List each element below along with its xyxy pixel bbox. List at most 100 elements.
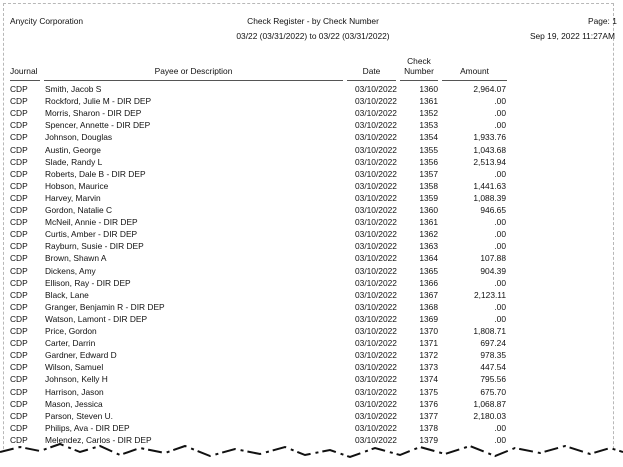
amount-cell: .00 — [494, 301, 506, 312]
journal-cell: CDP — [10, 362, 28, 373]
header-rule — [400, 80, 438, 81]
journal-cell: CDP — [10, 217, 28, 228]
check-number-cell: 1379 — [419, 434, 438, 445]
column-header: Journal — [10, 66, 38, 76]
payee-cell: Gordon, Natalie C — [45, 205, 113, 215]
date-cell: 03/10/2022 — [355, 277, 397, 288]
journal-cell: CDP — [10, 96, 28, 107]
check-number-cell: 1360 — [419, 205, 438, 215]
journal-cell: CDP — [10, 301, 28, 312]
date-cell: 03/10/2022 — [355, 350, 397, 361]
date-cell: 03/10/2022 — [355, 253, 397, 264]
date-cell: 03/10/2022 — [355, 265, 397, 276]
amount-cell: .00 — [494, 229, 506, 240]
payee-cell: Melendez, Carlos - DIR DEP — [45, 434, 152, 445]
journal-cell: CDP — [10, 422, 28, 433]
payee-cell: Rockford, Julie M - DIR DEP — [45, 96, 152, 107]
date-cell: 03/10/2022 — [355, 289, 397, 300]
amount-cell: 2,180.03 — [473, 410, 506, 421]
amount-cell: .00 — [494, 277, 506, 288]
check-number-cell: 1355 — [419, 144, 438, 155]
check-number-cell: 1371 — [419, 338, 438, 349]
date-cell: 03/10/2022 — [355, 422, 397, 433]
date-cell: 03/10/2022 — [355, 217, 397, 228]
check-number-cell: 1367 — [419, 289, 438, 300]
journal-cell: CDP — [10, 398, 28, 409]
check-number-cell: 1365 — [419, 265, 438, 276]
journal-cell: CDP — [10, 180, 28, 191]
amount-cell: 107.88 — [480, 253, 506, 264]
payee-cell: Brown, Shawn A — [45, 253, 107, 264]
check-number-cell: 1378 — [419, 422, 438, 433]
page-number: Page: 1 — [588, 16, 617, 26]
payee-cell: Watson, Lamont - DIR DEP — [45, 313, 148, 324]
check-number-cell: 1366 — [419, 277, 438, 288]
payee-cell: Smith, Jacob S — [45, 84, 102, 94]
journal-cell: CDP — [10, 350, 28, 361]
journal-cell: CDP — [10, 265, 28, 276]
check-number-cell: 1363 — [419, 241, 438, 252]
column-header: Check Number — [404, 56, 434, 76]
check-number-cell: 1377 — [419, 410, 438, 421]
journal-cell: CDP — [10, 326, 28, 336]
date-cell: 03/10/2022 — [355, 120, 397, 131]
amount-cell: 2,123.11 — [474, 289, 506, 300]
column-header: Payee or Description — [154, 66, 233, 76]
amount-cell: 1,441.63 — [473, 180, 506, 191]
check-number-cell: 1352 — [419, 108, 438, 119]
check-number-cell: 1373 — [419, 362, 438, 373]
column-header: Date — [362, 66, 381, 76]
timestamp: Sep 19, 2022 11:27AM — [529, 31, 615, 41]
journal-cell: CDP — [10, 277, 28, 288]
payee-cell: Ellison, Ray - DIR DEP — [45, 277, 131, 288]
payee-cell: Johnson, Douglas — [45, 132, 113, 143]
check-number-cell: 1375 — [419, 386, 438, 397]
check-number-cell: 1368 — [419, 301, 438, 312]
payee-cell: Philips, Ava - DIR DEP — [45, 422, 130, 433]
payee-cell: Black, Lane — [45, 289, 89, 300]
payee-cell: Gardner, Edward D — [45, 350, 117, 361]
amount-cell: .00 — [494, 241, 506, 252]
date-cell: 03/10/2022 — [355, 180, 397, 191]
amount-cell: 1,808.71 — [473, 326, 506, 336]
journal-cell: CDP — [10, 410, 28, 421]
amount-cell: 2,513.94 — [473, 156, 506, 167]
amount-cell: 946.65 — [480, 205, 506, 215]
date-cell: 03/10/2022 — [355, 326, 397, 336]
header-rule — [347, 80, 396, 81]
check-number-cell: 1359 — [419, 192, 438, 203]
date-cell: 03/10/2022 — [355, 168, 397, 179]
amount-cell: 1,068.87 — [473, 398, 506, 409]
journal-cell: CDP — [10, 241, 28, 252]
amount-cell: 1,088.39 — [473, 192, 506, 203]
check-number-cell: 1369 — [419, 313, 438, 324]
date-cell: 03/10/2022 — [355, 96, 397, 107]
payee-cell: Austin, George — [45, 144, 101, 155]
payee-cell: Hobson, Maurice — [45, 180, 109, 191]
amount-cell: 697.24 — [480, 338, 506, 349]
amount-cell: 1,043.68 — [473, 144, 506, 155]
date-cell: 03/10/2022 — [355, 362, 397, 373]
date-cell: 03/10/2022 — [355, 398, 397, 409]
payee-cell: Curtis, Amber - DIR DEP — [45, 229, 138, 240]
journal-cell: CDP — [10, 156, 28, 167]
payee-cell: Granger, Benjamin R - DIR DEP — [45, 301, 165, 312]
journal-cell: CDP — [10, 205, 28, 215]
journal-cell: CDP — [10, 132, 28, 143]
date-cell: 03/10/2022 — [355, 434, 397, 445]
payee-cell: Carter, Darrin — [45, 338, 96, 349]
check-number-cell: 1376 — [419, 398, 438, 409]
date-cell: 03/10/2022 — [355, 386, 397, 397]
date-cell: 03/10/2022 — [355, 313, 397, 324]
payee-cell: Harvey, Marvin — [45, 192, 101, 203]
payee-cell: Parson, Steven U. — [45, 410, 113, 421]
check-number-cell: 1357 — [419, 168, 438, 179]
payee-cell: Mason, Jessica — [45, 398, 103, 409]
payee-cell: McNeil, Annie - DIR DEP — [45, 217, 138, 228]
payee-cell: Harrison, Jason — [45, 386, 104, 397]
check-number-cell: 1361 — [419, 217, 438, 228]
payee-cell: Dickens, Amy — [45, 265, 96, 276]
check-number-cell: 1360 — [419, 84, 438, 94]
date-cell: 03/10/2022 — [355, 374, 397, 385]
